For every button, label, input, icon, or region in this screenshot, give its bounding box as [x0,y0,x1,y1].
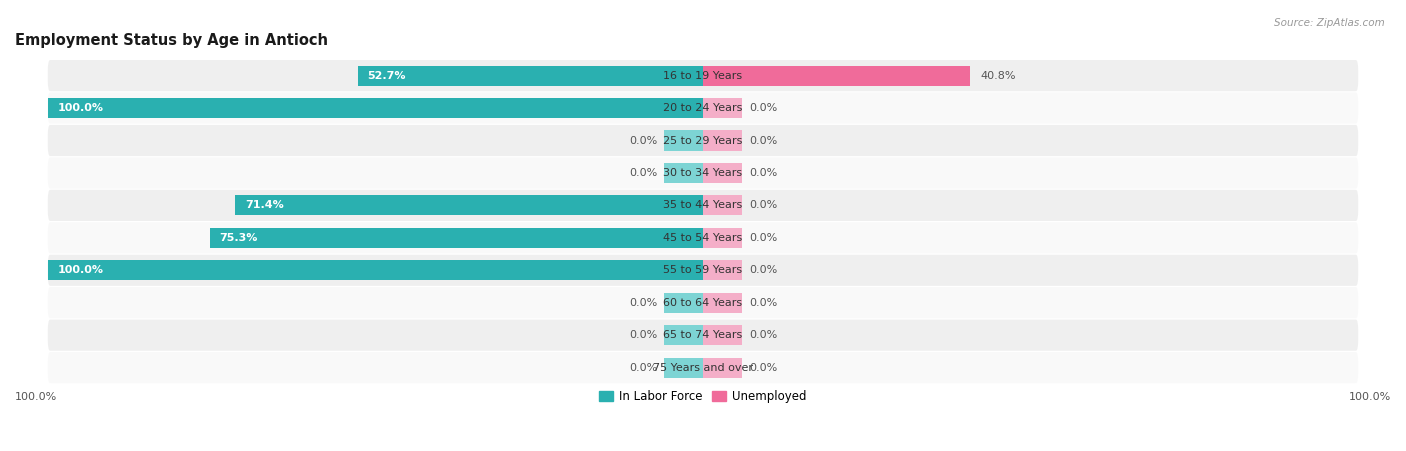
FancyBboxPatch shape [48,92,1358,124]
Bar [703,195,742,216]
Text: 25 to 29 Years: 25 to 29 Years [664,135,742,146]
Bar [664,163,703,183]
FancyBboxPatch shape [48,157,1358,189]
Text: 75.3%: 75.3% [219,233,257,243]
FancyBboxPatch shape [48,287,1358,318]
Text: 60 to 64 Years: 60 to 64 Years [664,298,742,308]
FancyBboxPatch shape [48,352,1358,383]
Bar [664,325,703,345]
Text: 0.0%: 0.0% [749,233,778,243]
Text: 0.0%: 0.0% [749,103,778,113]
Text: 0.0%: 0.0% [628,135,657,146]
Bar [703,358,742,377]
FancyBboxPatch shape [48,320,1358,351]
FancyBboxPatch shape [48,255,1358,286]
Bar [48,98,703,118]
Bar [703,325,742,345]
Bar [209,228,703,248]
Bar [48,260,703,281]
Text: 100.0%: 100.0% [1348,392,1391,402]
Text: 52.7%: 52.7% [367,71,406,81]
Bar [703,65,970,86]
Bar [703,98,742,118]
Bar [357,65,703,86]
Text: 0.0%: 0.0% [749,298,778,308]
FancyBboxPatch shape [48,190,1358,221]
Text: 45 to 54 Years: 45 to 54 Years [664,233,742,243]
Text: 100.0%: 100.0% [15,392,58,402]
Text: 0.0%: 0.0% [749,200,778,210]
Text: Employment Status by Age in Antioch: Employment Status by Age in Antioch [15,33,328,48]
Text: 75 Years and over: 75 Years and over [652,363,754,373]
Bar [703,260,742,281]
FancyBboxPatch shape [48,60,1358,91]
Text: 0.0%: 0.0% [628,168,657,178]
Text: 100.0%: 100.0% [58,265,104,275]
Bar [664,130,703,151]
Text: 0.0%: 0.0% [628,330,657,340]
Text: 35 to 44 Years: 35 to 44 Years [664,200,742,210]
Bar [703,293,742,313]
Text: 30 to 34 Years: 30 to 34 Years [664,168,742,178]
Text: 0.0%: 0.0% [628,363,657,373]
Bar [703,130,742,151]
FancyBboxPatch shape [48,125,1358,156]
Bar [235,195,703,216]
Bar [703,163,742,183]
Text: 16 to 19 Years: 16 to 19 Years [664,71,742,81]
Text: 0.0%: 0.0% [749,363,778,373]
Text: 0.0%: 0.0% [749,168,778,178]
FancyBboxPatch shape [48,222,1358,253]
Text: 65 to 74 Years: 65 to 74 Years [664,330,742,340]
Text: 20 to 24 Years: 20 to 24 Years [664,103,742,113]
Bar [703,228,742,248]
Text: 0.0%: 0.0% [628,298,657,308]
Text: 0.0%: 0.0% [749,330,778,340]
Bar [664,293,703,313]
Bar [664,358,703,377]
Text: Source: ZipAtlas.com: Source: ZipAtlas.com [1274,18,1385,28]
Legend: In Labor Force, Unemployed: In Labor Force, Unemployed [595,385,811,408]
Text: 100.0%: 100.0% [58,103,104,113]
Text: 0.0%: 0.0% [749,265,778,275]
Text: 40.8%: 40.8% [980,71,1015,81]
Text: 55 to 59 Years: 55 to 59 Years [664,265,742,275]
Text: 71.4%: 71.4% [245,200,284,210]
Text: 0.0%: 0.0% [749,135,778,146]
